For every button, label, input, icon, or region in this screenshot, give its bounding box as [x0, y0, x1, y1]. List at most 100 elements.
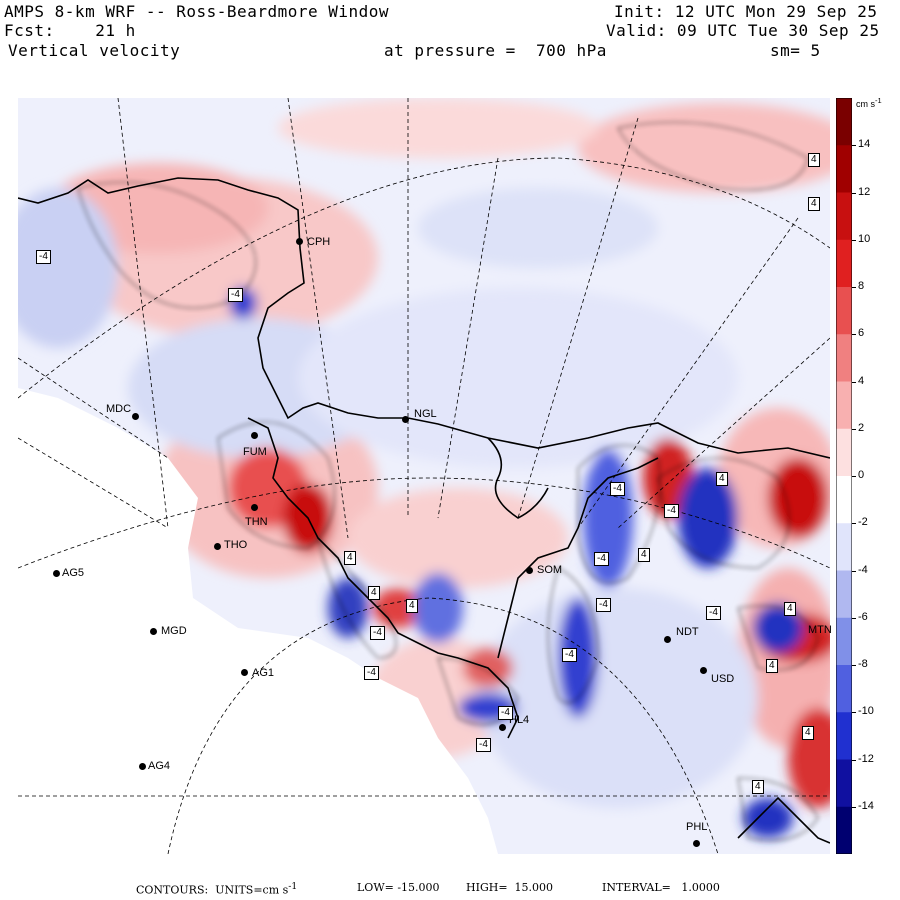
colorbar-tick-label: 4 — [858, 374, 865, 387]
station-dot-mgd — [150, 628, 157, 635]
contour-label: -4 — [228, 288, 243, 302]
station-cph: CPH — [307, 236, 331, 248]
station-phl: PHL — [686, 821, 708, 833]
station-dot-mdc — [132, 413, 139, 420]
colorbar-tick-label: 14 — [858, 138, 871, 151]
colorbar-swatch — [836, 428, 852, 477]
colorbar-tick-label: -6 — [858, 610, 868, 623]
colorbar-swatch — [836, 381, 852, 430]
contour-label: 4 — [808, 197, 820, 211]
colorbar-tickmark — [852, 145, 856, 147]
colorbar-swatch — [836, 287, 852, 335]
field-name: Vertical velocity — [8, 41, 181, 60]
contour-label: 4 — [808, 153, 820, 167]
station-thn: THN — [245, 516, 268, 528]
station-tho: THO — [224, 539, 248, 551]
colorbar-tick-label: -4 — [858, 563, 868, 576]
station-fum: FUM — [243, 446, 267, 458]
colorbar-swatch — [836, 665, 852, 713]
station-dot-ngl — [402, 416, 409, 423]
colorbar-tick-label: -10 — [858, 705, 874, 718]
station-mgd: MGD — [161, 625, 187, 637]
colorbar-tickmark — [852, 712, 856, 714]
contour-label: 4 — [716, 472, 728, 486]
map-title: AMPS 8-km WRF -- Ross-Beardmore Window — [4, 2, 390, 21]
colorbar-tickmark — [852, 759, 856, 761]
station-dot-ag5 — [53, 570, 60, 577]
contour-label: 4 — [752, 780, 764, 794]
station-dot-som — [526, 567, 533, 574]
station-ngl: NGL — [414, 408, 437, 420]
init-time: Init: 12 UTC Mon 29 Sep 25 — [614, 2, 878, 21]
colorbar-tickmark — [852, 617, 856, 619]
colorbar-tickmark — [852, 287, 856, 288]
colorbar-swatch — [836, 712, 852, 760]
colorbar-tickmark — [852, 239, 856, 241]
colorbar-swatch — [836, 192, 852, 241]
contour-label: -4 — [594, 552, 609, 566]
colorbar-tickmark — [852, 192, 856, 194]
contour-label: -4 — [370, 626, 385, 640]
station-hl4: HL4 — [509, 714, 530, 726]
colorbar-tick-label: 6 — [858, 327, 865, 340]
station-som: SOM — [537, 564, 563, 576]
colorbar-tick-label: 12 — [858, 185, 871, 198]
colorbar-tickmark — [852, 334, 856, 336]
vertical-velocity-map — [18, 98, 830, 854]
colorbar-tick-label: -2 — [858, 516, 868, 529]
station-ag4: AG4 — [148, 760, 171, 772]
forecast-hour: Fcst: 21 h — [4, 21, 136, 40]
footer-low: LOW= -15.000 — [357, 881, 440, 894]
station-dot-thn — [251, 504, 258, 511]
station-dot-ag4 — [139, 763, 146, 770]
colorbar-tick-label: 8 — [858, 280, 865, 292]
colorbar-swatch — [836, 334, 852, 382]
colorbar — [836, 98, 852, 854]
colorbar-tickmark — [852, 665, 856, 666]
colorbar-tick-label: -12 — [858, 752, 874, 765]
contour-label: 4 — [766, 659, 778, 673]
colorbar-tick-label: 10 — [858, 232, 871, 245]
colorbar-swatch — [836, 98, 852, 146]
colorbar-swatch — [836, 476, 852, 524]
station-dot-fum — [251, 432, 258, 439]
station-mtn: MTN — [808, 624, 832, 636]
footer-high: HIGH= 15.000 — [466, 881, 554, 894]
colorbar-tickmark — [852, 381, 856, 383]
colorbar-swatch — [836, 239, 852, 288]
contour-label: -4 — [36, 250, 51, 264]
station-ag1: AG1 — [252, 667, 275, 679]
colorbar-tick-label: 0 — [858, 469, 865, 481]
station-mdc: MDC — [106, 403, 132, 415]
footer-contours: CONTOURS: UNITS=cm s-1 — [136, 881, 298, 897]
contour-label: -4 — [364, 666, 379, 680]
colorbar-tickmark — [852, 570, 856, 572]
contour-label: 4 — [638, 548, 650, 562]
station-ag5: AG5 — [62, 567, 85, 579]
contour-label: -4 — [706, 606, 721, 620]
smoothing: sm= 5 — [770, 41, 821, 60]
colorbar-swatch — [836, 806, 852, 854]
contour-label: -4 — [664, 504, 679, 518]
contour-label: 4 — [344, 551, 356, 565]
valid-time: Valid: 09 UTC Tue 30 Sep 25 — [606, 21, 880, 40]
contour-label: 4 — [406, 599, 418, 613]
footer-interval: INTERVAL= 1.0000 — [602, 881, 720, 894]
contour-label: -4 — [476, 738, 491, 752]
contour-label: 4 — [802, 726, 814, 740]
station-dot-usd — [700, 667, 707, 674]
station-dot-ndt — [664, 636, 671, 643]
masked-region — [18, 388, 498, 854]
contour-label: -4 — [610, 482, 625, 496]
colorbar-swatch — [836, 759, 852, 808]
colorbar-swatch — [836, 617, 852, 666]
contour-label: -4 — [596, 598, 611, 612]
contour-label: 4 — [784, 602, 796, 616]
contour-label: 4 — [368, 586, 380, 600]
colorbar-swatch — [836, 145, 852, 193]
pressure-level: at pressure = 700 hPa — [384, 41, 607, 60]
station-usd: USD — [711, 673, 735, 685]
colorbar-tickmark — [852, 476, 856, 477]
colorbar-swatch — [836, 570, 852, 619]
station-dot-hl4 — [499, 724, 506, 731]
